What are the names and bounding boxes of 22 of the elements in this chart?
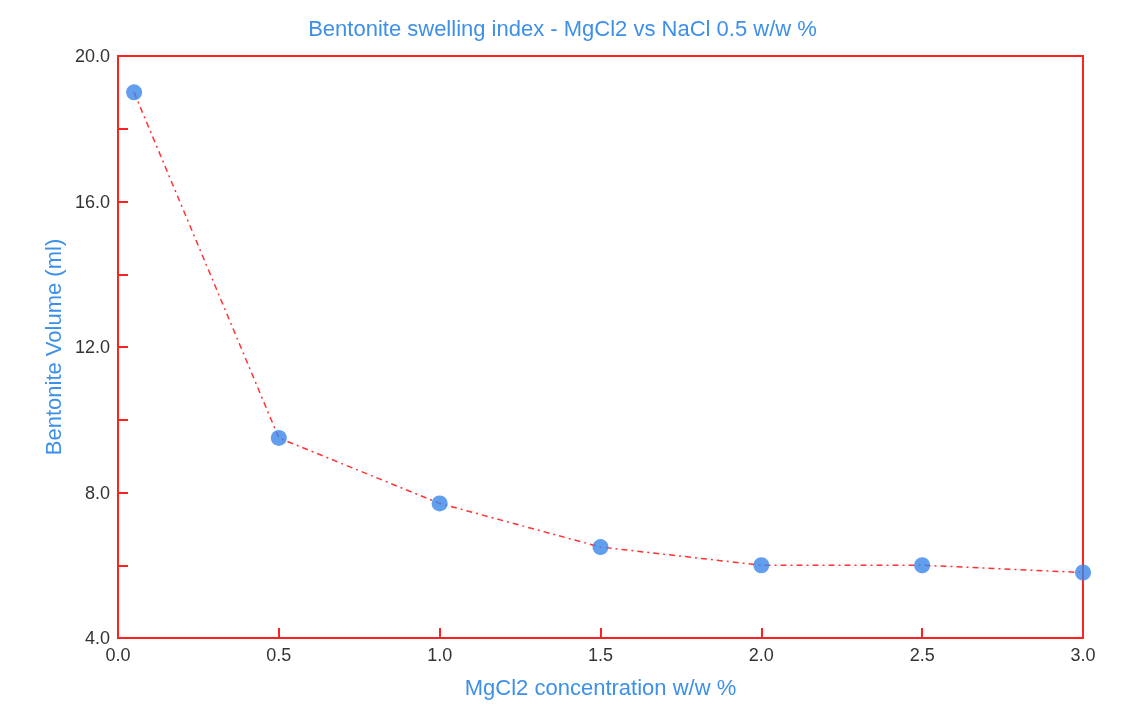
point bbox=[592, 539, 609, 556]
x-tick-label: 0.0 bbox=[105, 645, 131, 665]
point bbox=[270, 429, 287, 446]
y-tick-label: 20.0 bbox=[74, 46, 110, 66]
point bbox=[1075, 564, 1091, 581]
y-tick-label: 4.0 bbox=[84, 628, 110, 648]
x-tick-label: 1.5 bbox=[587, 645, 614, 665]
y-axis-title: Bentonite Volume (ml) bbox=[40, 238, 66, 456]
x-tick-label: 2.5 bbox=[909, 645, 935, 665]
y-tick-label: 8.0 bbox=[84, 482, 110, 503]
y-tick-label: 16.0 bbox=[74, 191, 110, 212]
x-tick-label: 2.0 bbox=[748, 645, 774, 665]
x-tick-label: 3.0 bbox=[1070, 645, 1096, 665]
x-tick-label: 1.0 bbox=[427, 645, 453, 665]
point bbox=[914, 557, 931, 574]
chart-title: Bentonite swelling index - MgCl2 vs NaCl 0.5 w/w % bbox=[308, 15, 817, 41]
y-tick-label: 12.0 bbox=[74, 337, 110, 357]
point bbox=[431, 495, 448, 512]
x-tick-label: 0.5 bbox=[266, 645, 292, 665]
x-axis-title: MgCl2 concentration w/w % bbox=[464, 674, 737, 700]
point bbox=[126, 84, 143, 101]
point bbox=[753, 557, 770, 574]
